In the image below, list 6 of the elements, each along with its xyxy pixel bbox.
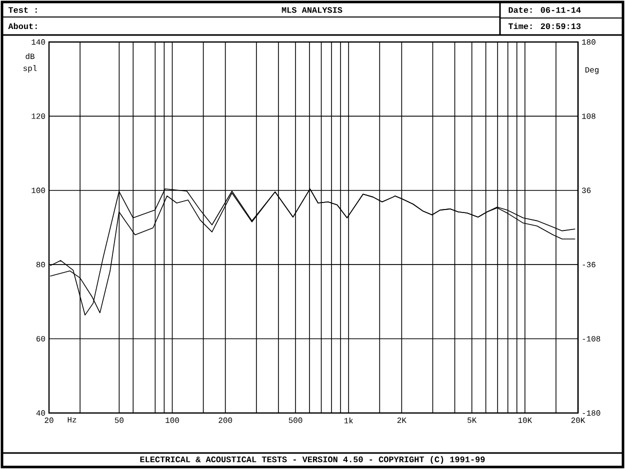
chart-title: MLS ANALYSIS [282,7,342,13]
text: ELECTRICAL & ACOUSTICAL TESTS - VERSION 4.50 - COPYRIGHT (C) 1991-99 [140,456,485,464]
text: Time: 20:59:13 [508,22,581,30]
text: Test : [8,7,37,13]
text: Date: 06-11-14 [508,7,581,13]
text: About: [8,22,37,30]
